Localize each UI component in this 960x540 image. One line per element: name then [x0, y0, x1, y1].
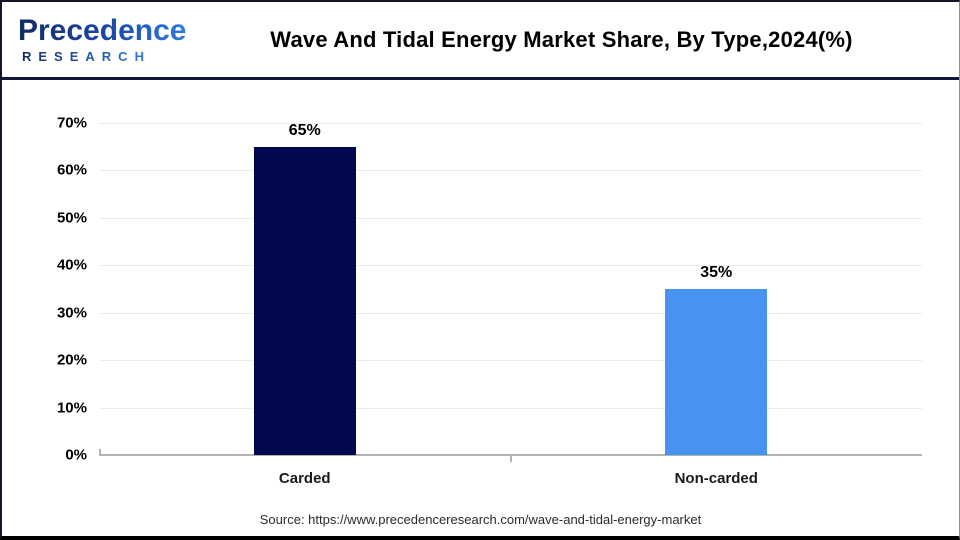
y-tick-label: 10%	[56, 399, 87, 417]
gridline	[99, 170, 922, 172]
bar-value-label: 65%	[288, 121, 321, 139]
gridline	[99, 217, 922, 219]
gridline	[99, 360, 922, 362]
category-label: Carded	[278, 470, 331, 487]
logo-subtitle: RESEARCH	[18, 50, 151, 63]
title-wrap: Wave And Tidal Energy Market Share, By T…	[212, 27, 959, 53]
y-tick-label: 30%	[56, 304, 87, 322]
y-tick-label: 70%	[56, 114, 87, 132]
y-tick-label: 60%	[56, 161, 87, 179]
bar-value-label: 35%	[700, 264, 733, 281]
category-label: Non-carded	[674, 470, 758, 487]
y-tick-label: 50%	[56, 209, 87, 227]
source-attribution: Source: https://www.precedenceresearch.c…	[259, 512, 702, 527]
bar	[665, 289, 768, 455]
gridline	[99, 312, 922, 314]
precedence-research-logo: Precedence RESEARCH	[2, 14, 212, 64]
plot-area: 0% 10% 20% 30% 40% 50% 60% 70% 65% Carded 35% Non-c…	[57, 115, 922, 487]
bar	[253, 146, 356, 455]
axis-tick	[509, 456, 512, 462]
header: Precedence RESEARCH Wave And Tidal Energ…	[2, 2, 959, 80]
y-tick-label: 40%	[56, 256, 87, 274]
y-axis-stub	[99, 449, 101, 454]
y-tick-label: 0%	[65, 446, 87, 464]
gridline	[99, 407, 922, 409]
chart-title: Wave And Tidal Energy Market Share, By T…	[270, 26, 853, 52]
logo-wordmark: Precedence	[18, 14, 187, 47]
gridline	[99, 265, 922, 267]
x-axis-line	[99, 454, 922, 456]
gridline	[99, 123, 922, 124]
y-tick-label: 20%	[56, 351, 87, 369]
